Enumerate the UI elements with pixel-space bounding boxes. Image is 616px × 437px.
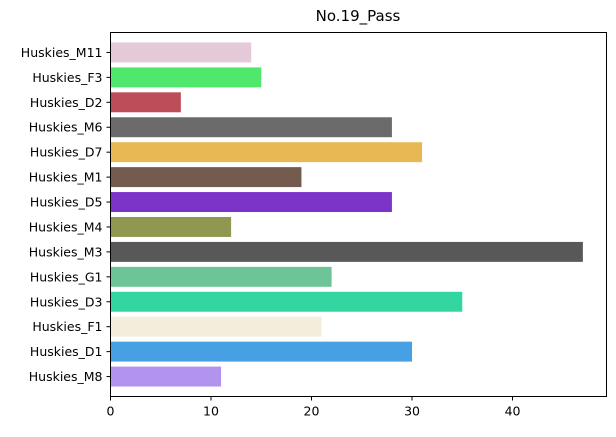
bar-huskies-f3 xyxy=(110,67,262,88)
y-tick-label: Huskies_M11 xyxy=(21,45,103,60)
x-tick-label: 20 xyxy=(304,404,320,419)
bar-huskies-d7 xyxy=(110,142,423,163)
x-axis: 0 10 20 30 40 xyxy=(107,396,521,419)
y-tick-label: Huskies_D2 xyxy=(30,95,103,110)
bar-huskies-f1 xyxy=(110,316,322,337)
y-tick-label: Huskies_M4 xyxy=(29,219,103,234)
y-tick-label: Huskies_D3 xyxy=(30,294,103,309)
y-tick-label: Huskies_D5 xyxy=(30,195,103,210)
bar-huskies-d1 xyxy=(110,341,413,362)
plot-frame xyxy=(110,32,607,397)
y-tick-label: Huskies_D7 xyxy=(30,145,103,160)
y-tick-label: Huskies_F1 xyxy=(32,319,102,334)
bar-huskies-m8 xyxy=(110,366,222,387)
bar-huskies-g1 xyxy=(110,266,332,287)
bar-huskies-d5 xyxy=(110,192,392,213)
bar-huskies-m11 xyxy=(110,42,252,63)
y-tick-label: Huskies_M8 xyxy=(29,369,103,384)
x-tick-label: 10 xyxy=(203,404,219,419)
bar-huskies-m3 xyxy=(110,241,583,262)
bar-huskies-d2 xyxy=(110,92,181,113)
y-tick-labels: Huskies_M11 Huskies_F3 Huskies_D2 Huskies_M… xyxy=(21,45,111,384)
bar-huskies-m6 xyxy=(110,117,392,138)
bars-group xyxy=(110,42,583,387)
bar-huskies-d3 xyxy=(110,291,463,312)
y-tick-label: Huskies_D1 xyxy=(30,344,103,359)
chart-title: No.19_Pass xyxy=(316,7,401,26)
x-tick-label: 30 xyxy=(404,404,420,419)
bar-huskies-m1 xyxy=(110,167,302,188)
y-tick-label: Huskies_M6 xyxy=(29,120,103,135)
bar-huskies-m4 xyxy=(110,216,232,237)
y-tick-label: Huskies_F3 xyxy=(32,70,102,85)
y-tick-label: Huskies_M3 xyxy=(29,244,103,259)
x-tick-label: 40 xyxy=(505,404,521,419)
y-tick-label: Huskies_G1 xyxy=(30,269,103,284)
y-tick-label: Huskies_M1 xyxy=(29,170,103,185)
x-tick-label: 0 xyxy=(107,404,115,419)
